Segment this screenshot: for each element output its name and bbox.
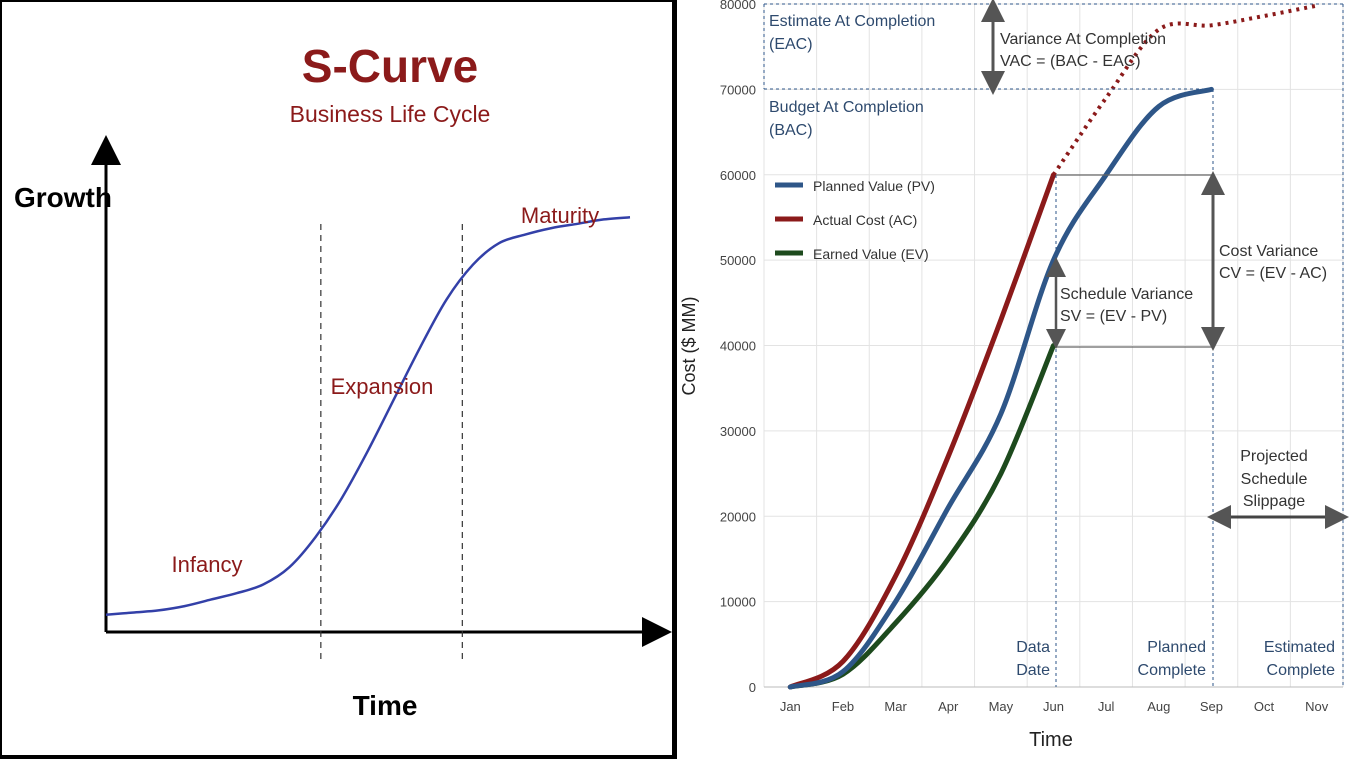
x-tick-label: Aug (1147, 699, 1170, 714)
x-tick-label: Nov (1305, 699, 1329, 714)
s-curve-chart: S-Curve Business Life Cycle Growth Time … (14, 40, 672, 721)
y-tick-label: 80000 (720, 0, 756, 12)
sv-label: Schedule Variance (1060, 286, 1193, 303)
legend-label-pv: Planned Value (PV) (813, 178, 935, 194)
planned-value-line (787, 86, 1214, 690)
x-tick-label: Jul (1098, 699, 1115, 714)
x-tick-label: Oct (1254, 699, 1275, 714)
y-tick-label: 20000 (720, 509, 756, 524)
x-tick-label: Mar (884, 699, 907, 714)
x-axis-title: Time (1029, 729, 1073, 751)
cv-formula: CV = (EV - AC) (1219, 265, 1327, 282)
earned-value-chart: 0 10000 20000 30000 40000 50000 60000 70000 8000… (679, 0, 1349, 751)
chart-subtitle: Business Life Cycle (290, 101, 491, 127)
eac-label: Estimate At Completion (769, 13, 935, 30)
x-tick-label: Sep (1200, 699, 1223, 714)
cv-label: Cost Variance (1219, 243, 1318, 260)
y-tick-label: 50000 (720, 253, 756, 268)
legend-label-ac: Actual Cost (AC) (813, 212, 917, 228)
stage-label-expansion: Expansion (331, 374, 434, 399)
legend: Planned Value (PV) Actual Cost (AC) Earn… (775, 178, 935, 262)
y-tick-label: 0 (749, 680, 756, 695)
x-tick-label: Jan (780, 699, 801, 714)
y-tick-label: 70000 (720, 82, 756, 97)
slippage-label-2: Schedule (1241, 471, 1308, 488)
estimated-complete-label: Estimated (1264, 639, 1335, 656)
s-curve-line (105, 216, 631, 616)
x-tick-label: Apr (938, 699, 959, 714)
earned-value-panel: 0 10000 20000 30000 40000 50000 60000 70000 8000… (677, 0, 1350, 759)
bac-label: Budget At Completion (769, 99, 924, 116)
planned-complete-label: Planned (1147, 639, 1206, 656)
actual-cost-line (787, 172, 1056, 690)
eac-projection-line (1051, 3, 1318, 176)
legend-label-ev: Earned Value (EV) (813, 246, 929, 262)
data-date-label-2: Date (1016, 662, 1050, 679)
x-tick-label: May (989, 699, 1014, 714)
slippage-label-3: Slippage (1243, 493, 1305, 510)
eac-label-abbrev: (EAC) (769, 36, 813, 53)
y-tick-label: 60000 (720, 168, 756, 183)
x-axis-label: Time (353, 690, 418, 721)
data-date-label: Data (1016, 639, 1050, 656)
y-axis-label: Growth (14, 182, 112, 213)
slippage-label: Projected (1240, 448, 1308, 465)
y-tick-label: 10000 (720, 595, 756, 610)
y-tick-label: 40000 (720, 339, 756, 354)
planned-complete-label-2: Complete (1138, 662, 1207, 679)
estimated-complete-label-2: Complete (1267, 662, 1336, 679)
vac-formula: VAC = (BAC - EAC) (1000, 53, 1141, 70)
stage-label-infancy: Infancy (172, 552, 243, 577)
y-axis-title: Cost ($ MM) (679, 297, 699, 396)
chart-title: S-Curve (302, 40, 478, 92)
y-tick-label: 30000 (720, 424, 756, 439)
x-tick-label: Jun (1043, 699, 1064, 714)
sv-formula: SV = (EV - PV) (1060, 308, 1167, 325)
x-tick-label: Feb (832, 699, 854, 714)
vac-label: Variance At Completion (1000, 31, 1166, 48)
stage-label-maturity: Maturity (521, 203, 599, 228)
bac-label-abbrev: (BAC) (769, 122, 813, 139)
s-curve-panel: S-Curve Business Life Cycle Growth Time … (0, 0, 674, 757)
